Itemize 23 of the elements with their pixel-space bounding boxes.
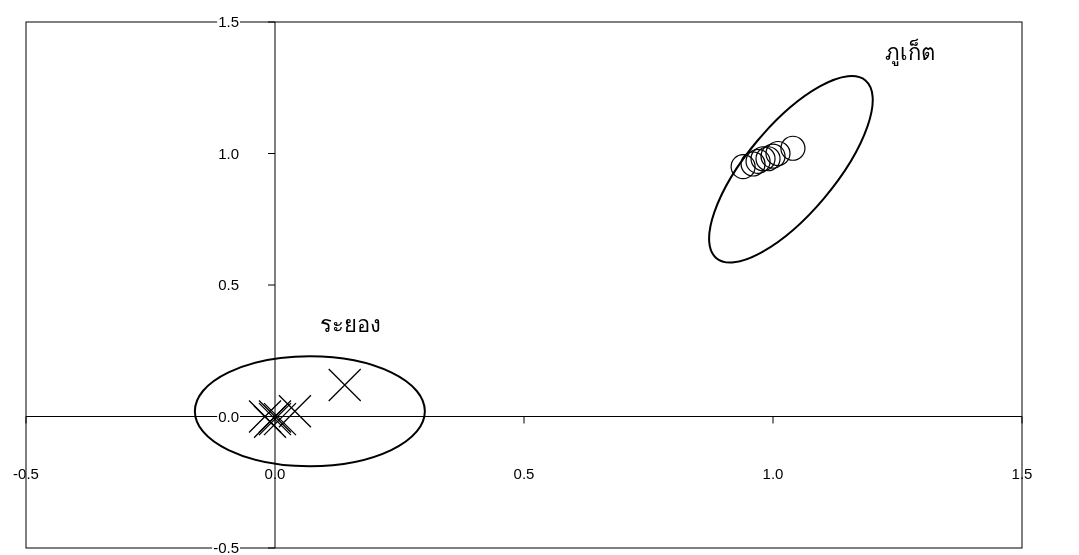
point — [328, 368, 362, 402]
y-tick-label: 1.0 — [218, 144, 239, 162]
point — [755, 146, 781, 172]
annotation: ภูเก็ต — [885, 38, 935, 66]
point — [740, 151, 766, 177]
y-tick-label: 1.5 — [218, 13, 239, 30]
y-tick-label: 0.5 — [218, 276, 239, 293]
point — [730, 154, 756, 180]
x-tick-label: 0.5 — [513, 464, 535, 482]
x-tick-label: -0.5 — [13, 464, 39, 482]
point — [278, 394, 312, 428]
point — [248, 399, 282, 434]
annotation: ระยอง — [319, 312, 381, 337]
point — [780, 135, 806, 161]
y-tick-label: 0.0 — [218, 407, 239, 425]
x-tick-label: 1.5 — [1011, 464, 1033, 482]
y-tick-label: -0.5 — [213, 539, 239, 555]
point — [760, 143, 786, 169]
x-tick-label: 0.0 — [264, 464, 286, 482]
x-tick-label: 1.0 — [762, 464, 784, 482]
point — [745, 148, 771, 174]
point — [750, 146, 776, 172]
point — [765, 140, 791, 167]
